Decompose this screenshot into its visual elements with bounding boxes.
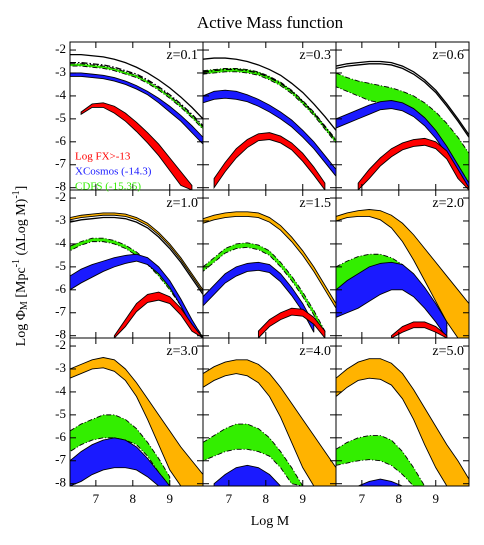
x-axis-label: Log M [251, 514, 290, 529]
panel-label: z=3.0 [166, 344, 198, 359]
band [336, 261, 448, 338]
band [257, 307, 326, 338]
band [203, 211, 336, 310]
y-tick-label: -2 [55, 41, 66, 56]
x-tick-label: 7 [226, 491, 233, 506]
panel-frame [335, 337, 470, 487]
panel-label: z=5.0 [432, 344, 464, 359]
band [203, 359, 336, 486]
band [70, 437, 171, 486]
band [203, 261, 315, 333]
band [70, 212, 203, 293]
band [336, 435, 426, 486]
panel [336, 60, 469, 190]
x-tick-label: 8 [263, 491, 270, 506]
band [70, 72, 203, 145]
x-tick-label: 8 [130, 491, 137, 506]
panel-label: z=1.5 [299, 196, 331, 211]
line [336, 60, 469, 136]
band [113, 291, 203, 338]
band [390, 321, 448, 338]
y-tick-label: -3 [55, 360, 66, 375]
panel [336, 209, 469, 338]
x-tick-label: 9 [433, 491, 440, 506]
y-tick-label: -6 [55, 133, 66, 148]
band [70, 237, 203, 338]
y-tick-label: -5 [55, 406, 66, 421]
y-tick-label: -8 [55, 475, 66, 490]
y-tick-label: -4 [55, 383, 66, 398]
y-axis-label-part: -1 [11, 190, 22, 198]
band [70, 63, 203, 130]
panel-label: z=4.0 [299, 344, 331, 359]
y-axis-label-part: M [19, 301, 30, 310]
band [203, 242, 326, 336]
panel-label: z=2.0 [432, 196, 464, 211]
band [336, 72, 469, 184]
panel [203, 211, 336, 338]
line [336, 63, 469, 138]
y-tick-label: -8 [55, 179, 66, 194]
legend-entry: CDFS (-15.35) [75, 181, 141, 193]
y-tick-label: -5 [55, 110, 66, 125]
line [70, 53, 203, 120]
y-tick-label: -7 [55, 452, 66, 467]
panel-label: z=1.0 [166, 196, 198, 211]
panel [203, 57, 336, 190]
band [213, 464, 282, 486]
panel-label: z=0.6 [432, 48, 464, 63]
y-tick-label: -3 [55, 212, 66, 227]
x-tick-label: 8 [396, 491, 403, 506]
y-tick-label: -3 [55, 64, 66, 79]
y-axis-label-part: ] [14, 186, 29, 191]
panel [70, 357, 203, 486]
y-axis-label-part: (ΔLog M) [14, 198, 29, 259]
band [70, 414, 171, 486]
x-tick-label: 7 [359, 491, 366, 506]
line [203, 57, 336, 131]
band [357, 137, 469, 190]
panel [203, 359, 336, 486]
band [203, 423, 304, 486]
y-axis-label-part: [Mpc [14, 267, 29, 301]
y-tick-label: -2 [55, 189, 66, 204]
band [70, 253, 203, 338]
y-tick-label: -6 [55, 429, 66, 444]
y-axis-label: Log ΦM [Mpc-1 (ΔLog M)-1] [11, 186, 30, 347]
y-tick-label: -7 [55, 156, 66, 171]
band [213, 132, 326, 190]
band [357, 478, 403, 486]
y-tick-label: -7 [55, 304, 66, 319]
legend-entry: XCosmos (-14.3) [75, 166, 152, 178]
band [80, 102, 193, 190]
band [336, 100, 469, 190]
band [336, 358, 469, 486]
y-axis-label-part: -1 [11, 259, 22, 267]
panel [70, 212, 203, 338]
panel-label: z=0.3 [299, 48, 331, 63]
y-tick-label: -4 [55, 235, 66, 250]
y-tick-label: -2 [55, 337, 66, 352]
band [203, 67, 336, 144]
band [203, 89, 336, 177]
panel-label: z=0.1 [166, 48, 198, 63]
x-tick-label: 9 [167, 491, 174, 506]
y-tick-label: -8 [55, 327, 66, 342]
chart-title: Active Mass function [197, 13, 344, 32]
y-tick-label: -6 [55, 281, 66, 296]
y-tick-label: -4 [55, 87, 66, 102]
panel [70, 53, 203, 190]
line [70, 216, 203, 295]
y-axis-label-part: Log Φ [14, 310, 29, 346]
y-tick-label: -5 [55, 258, 66, 273]
band [70, 357, 203, 486]
x-tick-label: 9 [300, 491, 307, 506]
line [70, 62, 203, 127]
band [336, 209, 469, 338]
x-tick-label: 7 [93, 491, 100, 506]
legend-entry: Log FX>-13 [75, 151, 131, 163]
panel [336, 358, 469, 486]
